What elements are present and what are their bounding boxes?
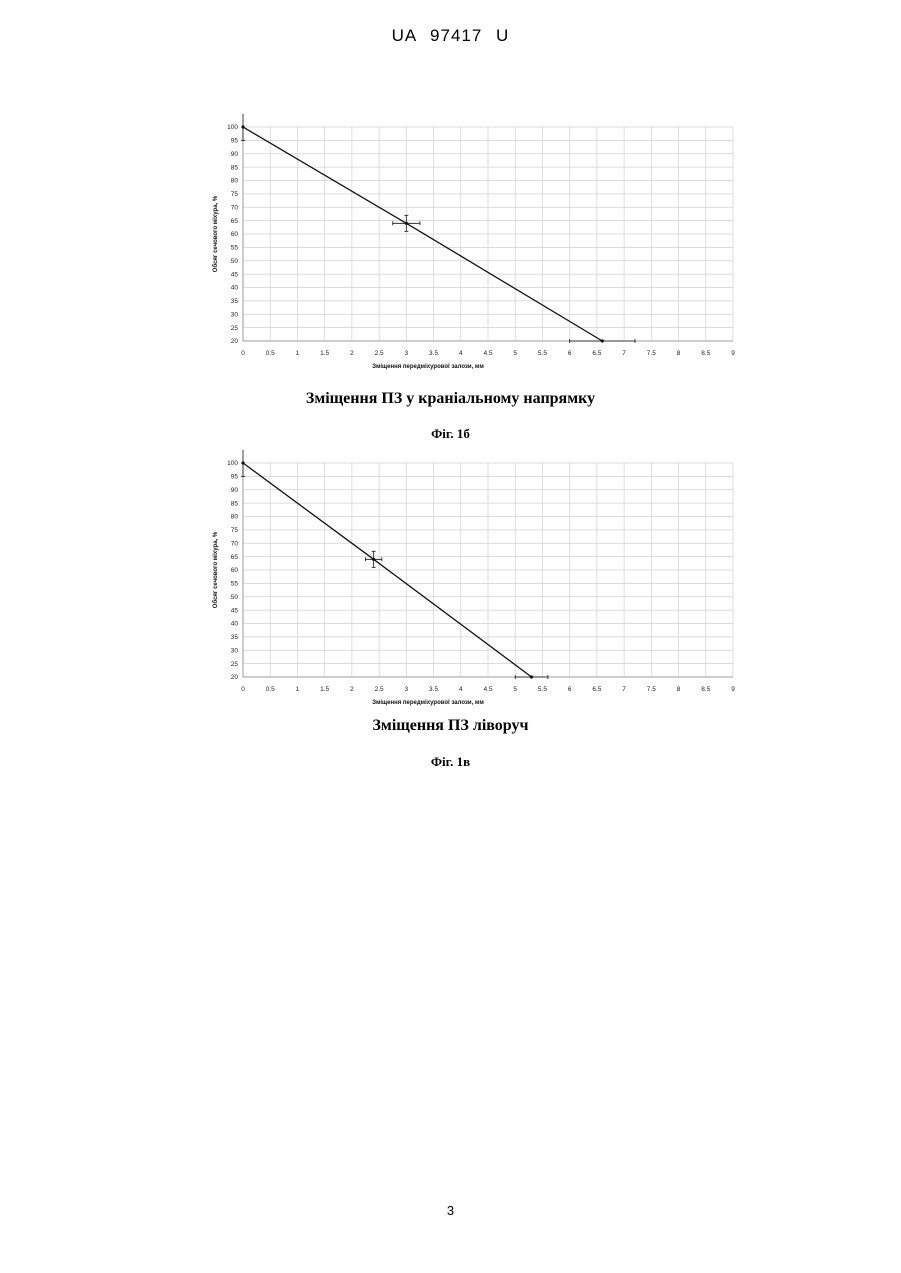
y-tick-label: 100	[227, 460, 238, 467]
y-tick-label: 95	[231, 474, 239, 481]
y-tick-label: 75	[231, 527, 239, 534]
x-tick-label: 8.5	[701, 350, 710, 357]
y-axis-label: Обсяг сечового міхура, %	[212, 195, 219, 272]
y-tick-label: 60	[231, 567, 239, 574]
y-tick-label: 85	[231, 500, 239, 507]
figure-caption-1: Зміщення ПЗ у краніальному напрямку	[0, 390, 901, 408]
x-tick-label: 6	[568, 350, 572, 357]
figure-label-1: Фіг. 1б	[0, 426, 901, 442]
x-tick-label: 2.5	[375, 686, 384, 693]
x-tick-label: 7	[622, 350, 626, 357]
x-tick-label: 2.5	[375, 350, 384, 357]
x-tick-label: 0	[241, 350, 245, 357]
y-tick-label: 100	[227, 124, 238, 131]
chart-left-displacement: 0 0.5 1 1.5 2 2.5 3 3.5 4 4.5 5 5.5 6 6.5 7 7.5 8 8.5 9 20 2…	[205, 450, 745, 710]
x-tick-label: 3.5	[429, 350, 438, 357]
x-axis-label: Зміщення передміхурової залози, мм	[372, 700, 484, 706]
y-tick-label: 80	[231, 178, 239, 185]
y-tick-label: 60	[231, 231, 239, 238]
y-tick-label: 35	[231, 634, 239, 641]
y-tick-label: 55	[231, 581, 239, 588]
x-tick-label: 5	[513, 350, 517, 357]
x-tick-label: 7	[622, 686, 626, 693]
x-tick-label: 0	[241, 686, 245, 693]
x-tick-label: 7.5	[647, 350, 656, 357]
y-tick-label: 90	[231, 151, 239, 158]
y-tick-label: 80	[231, 514, 239, 521]
y-tick-label: 20	[231, 674, 239, 681]
chart-cranial-displacement: 0 0.5 1 1.5 2 2.5 3 3.5 4 4.5 5 5.5 6 6.5 7 7.5 8 8.5 9 20 2…	[205, 114, 745, 374]
y-tick-label: 45	[231, 607, 239, 614]
y-tick-label: 90	[231, 487, 239, 494]
x-tick-label: 1.5	[320, 350, 329, 357]
figure-label-2: Фіг. 1в	[0, 754, 901, 770]
x-tick-label: 4	[459, 686, 463, 693]
plot-area-2: 0 0.5 1 1.5 2 2.5 3 3.5 4 4.5 5 5.5 6 6.5 7 7.5 8 8.5 9 20 2…	[212, 450, 735, 706]
x-tick-label: 4.5	[483, 350, 492, 357]
figure-caption-2: Зміщення ПЗ ліворуч	[0, 717, 901, 735]
y-tick-label: 50	[231, 594, 239, 601]
x-tick-label: 4	[459, 350, 463, 357]
x-tick-label: 2	[350, 350, 354, 357]
x-tick-label: 3	[405, 686, 409, 693]
x-tick-label: 5.5	[538, 686, 547, 693]
y-tick-label: 25	[231, 325, 239, 332]
x-tick-label: 6.5	[592, 350, 601, 357]
y-tick-label: 40	[231, 621, 239, 628]
x-tick-label: 3	[405, 350, 409, 357]
x-tick-label: 1.5	[320, 686, 329, 693]
x-tick-label: 3.5	[429, 686, 438, 693]
y-tick-label: 25	[231, 661, 239, 668]
x-axis-label: Зміщення передміхурової залози, мм	[372, 364, 484, 370]
x-tick-label: 8	[677, 350, 681, 357]
x-tick-label: 8.5	[701, 686, 710, 693]
y-tick-label: 95	[231, 138, 239, 145]
document-id: UA 97417 U	[0, 26, 901, 46]
y-tick-label: 70	[231, 204, 239, 211]
x-tick-label: 5.5	[538, 350, 547, 357]
x-tick-label: 1	[296, 686, 300, 693]
y-tick-label: 75	[231, 191, 239, 198]
x-tick-label: 6.5	[592, 686, 601, 693]
x-tick-label: 0.5	[266, 686, 275, 693]
y-axis-label: Обсяг сечового міхура, %	[212, 531, 219, 608]
y-tick-label: 45	[231, 271, 239, 278]
y-tick-label: 30	[231, 647, 239, 654]
x-tick-label: 1	[296, 350, 300, 357]
y-tick-label: 70	[231, 540, 239, 547]
plot-area-1: 0 0.5 1 1.5 2 2.5 3 3.5 4 4.5 5 5.5 6 6.5 7 7.5 8 8.5 9 20 2…	[212, 114, 735, 370]
y-tick-label: 65	[231, 218, 239, 225]
y-tick-label: 50	[231, 258, 239, 265]
y-tick-label: 85	[231, 164, 239, 171]
y-tick-label: 40	[231, 285, 239, 292]
x-tick-label: 6	[568, 686, 572, 693]
y-tick-label: 30	[231, 311, 239, 318]
y-tick-label: 35	[231, 298, 239, 305]
x-tick-label: 5	[513, 686, 517, 693]
x-tick-label: 0.5	[266, 350, 275, 357]
page-number: 3	[0, 1203, 901, 1218]
y-tick-label: 65	[231, 554, 239, 561]
y-tick-label: 20	[231, 338, 239, 345]
x-tick-label: 2	[350, 686, 354, 693]
x-tick-label: 9	[731, 686, 735, 693]
x-tick-label: 9	[731, 350, 735, 357]
x-tick-label: 8	[677, 686, 681, 693]
x-tick-label: 4.5	[483, 686, 492, 693]
x-tick-label: 7.5	[647, 686, 656, 693]
y-tick-label: 55	[231, 245, 239, 252]
